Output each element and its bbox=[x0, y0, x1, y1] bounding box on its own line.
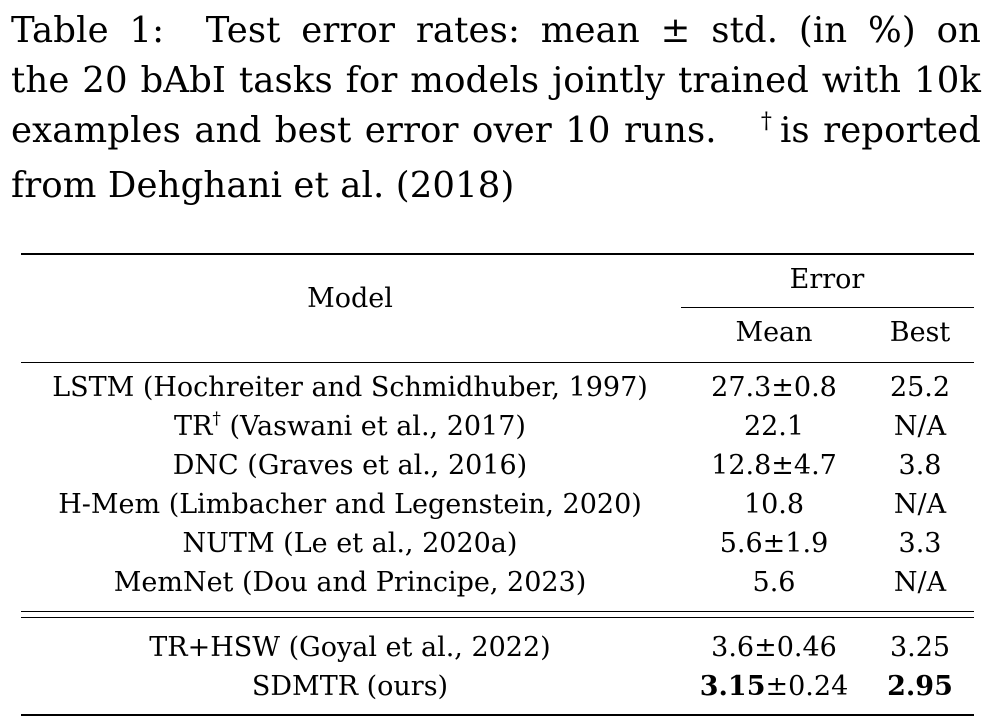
row-tr-model: TR† (Vaswani et al., 2017) bbox=[174, 409, 526, 447]
row-lstm-mean: 27.3±0.8 bbox=[711, 372, 837, 403]
caption-text-3: examples and best error over 10 runs. bbox=[11, 110, 717, 151]
header-mean: Mean bbox=[735, 317, 813, 348]
row-sdmtr-mean-std: ±0.24 bbox=[765, 671, 849, 702]
row-memnet-mean: 5.6 bbox=[752, 567, 796, 598]
row-hmem-best: N/A bbox=[893, 489, 947, 520]
row-trhsw-model: TR+HSW (Goyal et al., 2022) bbox=[149, 632, 551, 663]
top-rule bbox=[21, 253, 974, 255]
row-lstm-model: LSTM (Hochreiter and Schmidhuber, 1997) bbox=[52, 372, 648, 403]
caption-label: Table 1: bbox=[11, 10, 165, 51]
row-sdmtr-mean-bold: 3.15 bbox=[699, 671, 766, 702]
header-rule bbox=[21, 362, 974, 363]
row-lstm-best: 25.2 bbox=[889, 372, 951, 403]
row-trhsw-best: 3.25 bbox=[889, 632, 951, 663]
caption-line-3: examples and best error over 10 runs. † i… bbox=[11, 106, 981, 161]
row-dnc-best: 3.8 bbox=[898, 450, 942, 481]
row-sdmtr-best: 2.95 bbox=[887, 670, 953, 704]
row-sdmtr-best-bold: 2.95 bbox=[887, 671, 953, 702]
row-nutm-best: 3.3 bbox=[898, 528, 942, 559]
row-dnc-mean: 12.8±4.7 bbox=[711, 450, 837, 481]
header-model: Model bbox=[307, 283, 393, 314]
caption-line-2: the 20 bAbI tasks for models jointly tra… bbox=[11, 60, 981, 101]
row-sdmtr-mean: 3.15±0.24 bbox=[700, 670, 849, 704]
caption-text-1: Test error rates: mean ± std. (in %) on bbox=[205, 10, 981, 51]
caption-text-3b: is reported bbox=[779, 110, 981, 151]
error-cmidrule bbox=[681, 307, 974, 308]
row-tr-citation: (Vaswani et al., 2017) bbox=[220, 411, 526, 442]
row-dnc-model: DNC (Graves et al., 2016) bbox=[172, 450, 528, 481]
row-sdmtr-model: SDMTR (ours) bbox=[251, 671, 449, 702]
caption-line-4: from Dehghani et al. (2018) bbox=[11, 165, 515, 206]
row-trhsw-mean: 3.6±0.46 bbox=[711, 632, 837, 663]
row-tr-mean: 22.1 bbox=[743, 411, 805, 442]
row-hmem-model: H-Mem (Limbacher and Legenstein, 2020) bbox=[58, 489, 642, 520]
double-rule-top bbox=[21, 611, 974, 612]
double-rule-bottom bbox=[21, 617, 974, 618]
row-tr-dagger: † bbox=[212, 409, 221, 429]
row-tr-name: TR bbox=[174, 411, 213, 442]
caption-dagger: † bbox=[760, 109, 774, 134]
bottom-rule bbox=[21, 714, 974, 716]
row-nutm-model: NUTM (Le et al., 2020a) bbox=[182, 528, 518, 559]
row-hmem-mean: 10.8 bbox=[743, 489, 805, 520]
table-caption: Table 1: Test error rates: mean ± std. (… bbox=[11, 6, 981, 211]
row-tr-best: N/A bbox=[893, 411, 947, 442]
row-memnet-model: MemNet (Dou and Principe, 2023) bbox=[113, 567, 587, 598]
header-best: Best bbox=[889, 317, 951, 348]
header-error: Error bbox=[789, 264, 865, 295]
caption-line-1: Table 1: Test error rates: mean ± std. (… bbox=[11, 6, 981, 56]
row-memnet-best: N/A bbox=[893, 567, 947, 598]
row-nutm-mean: 5.6±1.9 bbox=[719, 528, 829, 559]
